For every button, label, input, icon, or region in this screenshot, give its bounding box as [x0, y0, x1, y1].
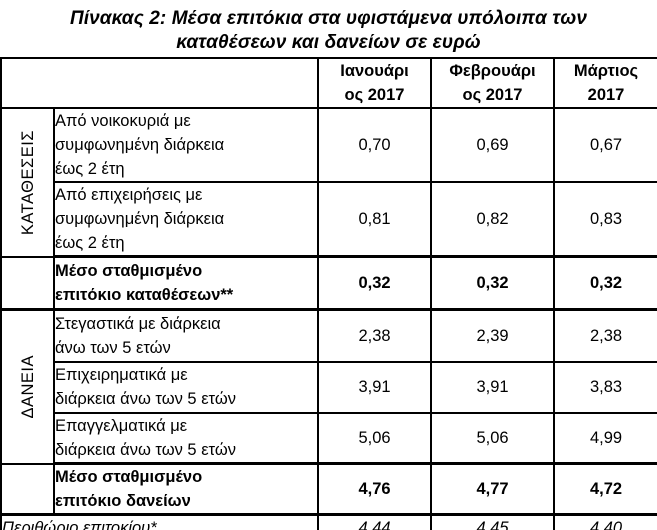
table-row-avg-deposit-rate: Μέσο σταθμισμένο επιτόκιο καταθέσεων** 0… [0, 255, 657, 311]
table-row-deposits-businesses: Από επιχειρήσεις με συμφωνημένη διάρκεια… [1, 181, 657, 258]
loans-section-label: ΔΑΝΕΙΑ [18, 354, 37, 419]
table-title: Πίνακας 2: Μέσα επιτόκια στα υφιστάμενα … [69, 8, 588, 53]
value-cell: 5,06 [317, 411, 432, 465]
value-cell: 0,82 [430, 181, 555, 258]
month-header-february: Φεβρουάρι ος 2017 [430, 57, 555, 109]
value-cell: 4,72 [553, 462, 657, 516]
value-cell: 4,99 [553, 411, 657, 465]
value-cell: 0,32 [553, 255, 657, 311]
value-cell: 0,70 [317, 107, 432, 183]
value-cell: 2,38 [317, 308, 432, 363]
value-cell: 5,06 [430, 411, 555, 465]
month-header-march: Μάρτιος 2017 [553, 57, 657, 109]
row-label: Στεγαστικά με διάρκεια άνω των 5 ετών [53, 308, 319, 363]
header-row: Ιανουάρι ος 2017 Φεβρουάρι ος 2017 Μάρτι… [0, 57, 657, 109]
table-row-loans-business: Επιχειρηματικά με διάρκεια άνω των 5 ετώ… [1, 360, 657, 414]
deposits-section-label: ΚΑΤΑΘΕΣΕΙΣ [18, 129, 37, 235]
month-header-january: Ιανουάρι ος 2017 [317, 57, 432, 109]
loans-section-cell: ΔΑΝΕΙΑ [0, 308, 55, 465]
value-cell: 0,32 [317, 255, 432, 311]
value-cell: 4,44 [317, 513, 432, 530]
value-cell: 4,45 [430, 513, 555, 530]
value-cell: 3,91 [317, 360, 432, 414]
value-cell: 3,91 [430, 360, 555, 414]
row-label: Μέσο σταθμισμένο επιτόκιο καταθέσεων** [53, 255, 319, 311]
row-label: Επιχειρηματικά με διάρκεια άνω των 5 ετώ… [53, 360, 319, 414]
value-cell: 2,38 [553, 308, 657, 363]
value-cell: 4,76 [317, 462, 432, 516]
table-row-loans-professional: Επαγγελματικά με διάρκεια άνω των 5 ετών… [1, 411, 657, 465]
value-cell: 0,67 [553, 107, 657, 183]
deposits-section-cell: ΚΑΤΑΘΕΣΕΙΣ [0, 107, 55, 258]
value-cell: 0,32 [430, 255, 555, 311]
value-cell: 0,83 [553, 181, 657, 258]
header-empty-cell [0, 57, 319, 109]
table-row-loans-mortgage: ΔΑΝΕΙΑ Στεγαστικά με διάρκεια άνω των 5 … [0, 308, 657, 465]
row-label: Από επιχειρήσεις με συμφωνημένη διάρκεια… [53, 181, 319, 258]
value-cell: 0,81 [317, 181, 432, 258]
value-cell: 0,69 [430, 107, 555, 183]
interest-rates-table: Ιανουάρι ος 2017 Φεβρουάρι ος 2017 Μάρτι… [0, 57, 657, 530]
value-cell: 2,39 [430, 308, 555, 363]
table-row-avg-loan-rate: Μέσο σταθμισμένο επιτόκιο δανείων 4,76 4… [0, 462, 657, 516]
row-label: Επαγγελματικά με διάρκεια άνω των 5 ετών [53, 411, 319, 465]
row-label: Περιθώριο επιτοκίου* [0, 513, 319, 530]
table-row-rate-margin: Περιθώριο επιτοκίου* 4,44 4,45 4,40 [0, 513, 657, 530]
table-row-deposits-households: ΚΑΤΑΘΕΣΕΙΣ Από νοικοκυριά με συμφωνημένη… [0, 107, 657, 258]
value-cell: 4,40 [553, 513, 657, 530]
empty-cell [0, 462, 55, 516]
row-label: Μέσο σταθμισμένο επιτόκιο δανείων [53, 462, 319, 516]
value-cell: 4,77 [430, 462, 555, 516]
value-cell: 3,83 [553, 360, 657, 414]
row-label: Από νοικοκυριά με συμφωνημένη διάρκεια έ… [53, 107, 319, 183]
empty-cell [0, 255, 55, 311]
